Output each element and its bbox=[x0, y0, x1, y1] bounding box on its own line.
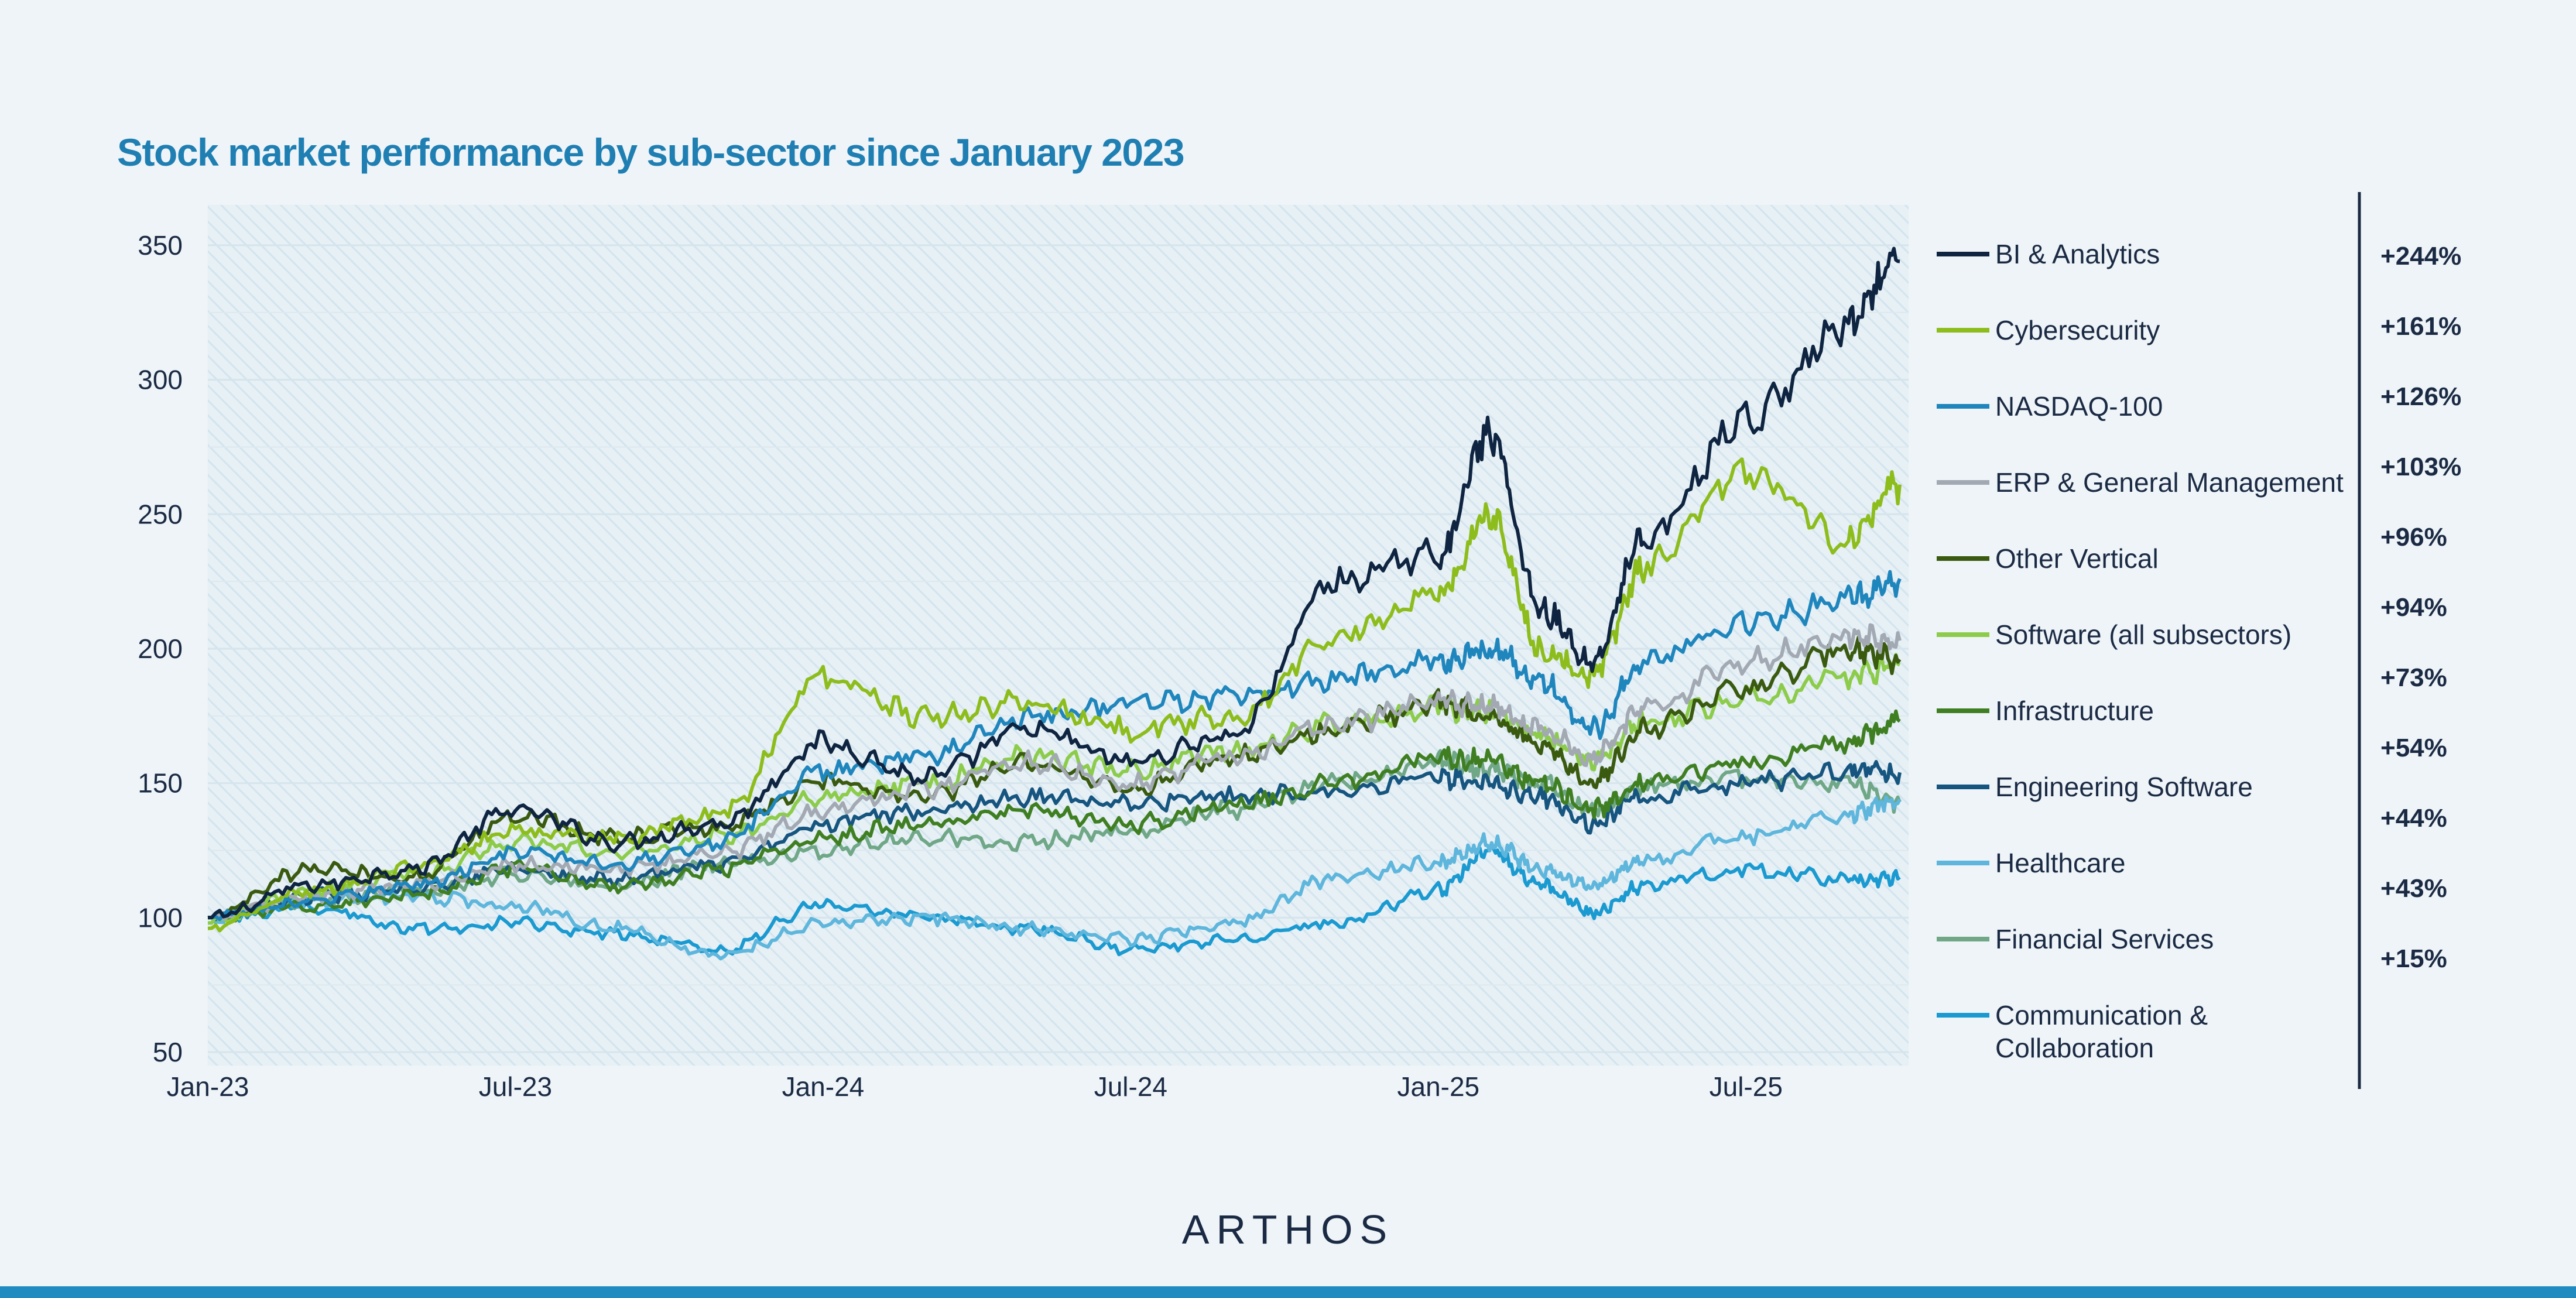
legend-label: Communication & Collaboration bbox=[1995, 1000, 2208, 1063]
series-line-cybersecurity bbox=[207, 457, 1902, 933]
legend-label: BI & Analytics bbox=[1995, 239, 2160, 269]
performance-value: +161% bbox=[2380, 312, 2461, 341]
legend-label: ERP & General Management bbox=[1995, 467, 2344, 498]
x-tick-label: Jan-23 bbox=[167, 1071, 249, 1102]
performance-value: +54% bbox=[2380, 734, 2447, 762]
series-line-infrastructure bbox=[208, 709, 1901, 923]
y-tick-label: 150 bbox=[138, 768, 183, 799]
performance-value: +126% bbox=[2380, 382, 2461, 411]
legend-label: Other Vertical bbox=[1995, 543, 2159, 574]
legend-label: Software (all subsectors) bbox=[1995, 619, 2291, 650]
y-tick-label: 50 bbox=[153, 1037, 183, 1067]
performance-value: +244% bbox=[2380, 242, 2461, 270]
performance-value: +94% bbox=[2380, 593, 2447, 622]
series-line-healthcare bbox=[207, 795, 1902, 961]
legend-label: Infrastructure bbox=[1995, 696, 2154, 726]
x-tick-label: Jan-24 bbox=[782, 1071, 865, 1102]
series-line-communication-collaboration bbox=[208, 841, 1901, 957]
legend-label: Engineering Software bbox=[1995, 772, 2253, 802]
bottom-accent-bar bbox=[0, 1286, 2576, 1298]
legend-label: Financial Services bbox=[1995, 924, 2214, 954]
performance-value: +15% bbox=[2380, 944, 2447, 973]
performance-value: +44% bbox=[2380, 804, 2447, 833]
chart-title: Stock market performance by sub-sector s… bbox=[117, 131, 1185, 174]
x-axis: Jan-23 Jul-23 Jan-24 Jul-24 Jan-25 Jul-25 bbox=[167, 1071, 1783, 1102]
brand-logo: ARTHOS bbox=[1181, 1207, 1395, 1252]
legend-label: NASDAQ-100 bbox=[1995, 391, 2163, 422]
performance-value: +96% bbox=[2380, 523, 2447, 552]
performance-values: +244% +161% +126% +103% +96% +94% +73% +54% +44%… bbox=[2380, 242, 2461, 973]
series-line-bi-analytics bbox=[207, 246, 1900, 920]
plot-area bbox=[208, 205, 1909, 1066]
x-tick-label: Jul-25 bbox=[1710, 1071, 1783, 1102]
series-lines bbox=[207, 246, 1902, 961]
performance-value: +103% bbox=[2380, 453, 2461, 481]
legend: BI & Analytics Cybersecurity NASDAQ-100 ERP… bbox=[1937, 239, 2344, 1063]
performance-value: +43% bbox=[2380, 874, 2447, 903]
legend-label: Healthcare bbox=[1995, 848, 2125, 878]
series-line-erp-general-management bbox=[207, 623, 1902, 921]
legend-label: Cybersecurity bbox=[1995, 315, 2160, 345]
y-tick-label: 200 bbox=[138, 633, 183, 664]
series-line-software-all-subsectors bbox=[207, 653, 1901, 925]
y-tick-label: 350 bbox=[138, 230, 183, 261]
x-tick-label: Jan-25 bbox=[1397, 1071, 1479, 1102]
y-tick-label: 300 bbox=[138, 365, 183, 395]
y-tick-label: 250 bbox=[138, 499, 183, 529]
x-tick-label: Jul-23 bbox=[479, 1071, 552, 1102]
performance-value: +73% bbox=[2380, 663, 2447, 692]
y-axis: 50 100 150 200 250 300 350 bbox=[138, 230, 183, 1067]
series-line-nasdaq-100 bbox=[207, 570, 1902, 922]
y-tick-label: 100 bbox=[138, 902, 183, 933]
x-tick-label: Jul-24 bbox=[1094, 1071, 1167, 1102]
